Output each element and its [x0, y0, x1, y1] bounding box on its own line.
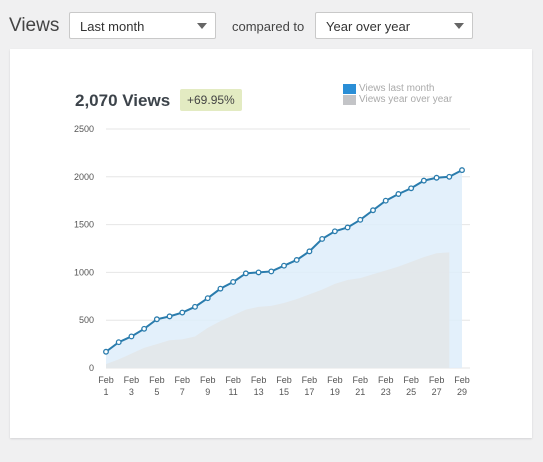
- x-tick-label-day: 15: [279, 387, 289, 397]
- x-tick-label-month: Feb: [175, 375, 191, 385]
- data-point: [242, 270, 249, 277]
- chevron-down-icon: [454, 23, 464, 29]
- x-tick-label-day: 3: [129, 387, 134, 397]
- total-views: 2,070 Views: [75, 91, 171, 110]
- data-point: [179, 309, 186, 316]
- x-tick-label-month: Feb: [225, 375, 241, 385]
- data-point: [357, 216, 364, 223]
- x-tick-label-month: Feb: [327, 375, 343, 385]
- data-point: [382, 197, 389, 204]
- x-tick-label-month: Feb: [302, 375, 318, 385]
- data-point: [217, 285, 224, 292]
- legend-label-current: Views last month: [359, 83, 435, 94]
- data-point: [408, 185, 415, 192]
- x-tick-label-month: Feb: [454, 375, 470, 385]
- data-point: [230, 279, 237, 285]
- data-point: [204, 295, 211, 302]
- x-tick-label-day: 21: [355, 387, 365, 397]
- x-tick-label-day: 11: [228, 387, 237, 397]
- x-tick-label-day: 13: [254, 387, 264, 397]
- x-tick-label-month: Feb: [98, 375, 114, 385]
- data-point: [395, 191, 402, 197]
- x-tick-label-day: 29: [457, 387, 467, 397]
- series-area-views-year-over-year: [106, 252, 450, 368]
- chart-card: 2,070 Views +69.95% Views last month Vie…: [10, 49, 532, 438]
- x-tick-label-month: Feb: [403, 375, 419, 385]
- data-point: [370, 207, 376, 214]
- legend-swatch-previous: [343, 94, 356, 105]
- y-tick-label: 500: [79, 315, 94, 325]
- y-tick-label: 0: [89, 363, 94, 373]
- x-tick-label-month: Feb: [251, 375, 267, 385]
- x-tick-label-month: Feb: [378, 375, 394, 385]
- data-point: [103, 348, 109, 355]
- compare-select[interactable]: Year over year: [315, 12, 473, 39]
- x-tick-label-day: 5: [154, 387, 159, 397]
- data-point: [293, 257, 300, 263]
- data-point: [255, 269, 262, 276]
- y-tick-label: 1000: [74, 267, 94, 277]
- legend-item-previous[interactable]: Views year over year: [343, 94, 452, 105]
- period-select[interactable]: Last month: [69, 12, 216, 39]
- x-tick-label-month: Feb: [124, 375, 140, 385]
- data-point: [344, 224, 351, 231]
- x-tick-label-day: 17: [304, 387, 314, 397]
- legend-label-previous: Views year over year: [359, 94, 453, 105]
- data-point: [306, 248, 313, 255]
- data-point: [331, 228, 338, 235]
- change-badge: +69.95%: [180, 89, 242, 111]
- x-tick-label-month: Feb: [353, 375, 369, 385]
- toolbar: Views Last month compared to Year over y…: [0, 0, 543, 50]
- data-point: [166, 313, 173, 320]
- x-tick-label-day: 19: [330, 387, 340, 397]
- data-point: [141, 325, 148, 332]
- period-select-value: Last month: [80, 19, 145, 34]
- data-point: [446, 173, 453, 180]
- compare-select-value: Year over year: [326, 19, 411, 34]
- data-point: [459, 167, 465, 174]
- page-title: Views: [9, 15, 60, 36]
- data-point: [268, 268, 275, 275]
- views-chart: 0 500 1000 1500 2000 2500 Feb 1 Feb 3 Feb 5 Feb 7 Feb 9…: [74, 124, 470, 397]
- x-tick-label-day: 27: [432, 387, 442, 397]
- data-point: [281, 262, 287, 269]
- x-tick-label-day: 7: [180, 387, 185, 397]
- data-point: [153, 316, 160, 323]
- data-point: [115, 339, 122, 346]
- chart-legend: Views last month Views year over year: [343, 83, 452, 105]
- x-tick-label-day: 25: [406, 387, 416, 397]
- legend-item-current[interactable]: Views last month: [343, 83, 452, 94]
- x-tick-label-month: Feb: [429, 375, 445, 385]
- chevron-down-icon: [197, 23, 207, 29]
- data-point: [192, 303, 198, 310]
- x-tick-label-month: Feb: [200, 375, 216, 385]
- data-point: [433, 174, 440, 181]
- data-point: [420, 177, 427, 184]
- data-point: [319, 235, 326, 242]
- legend-swatch-current: [343, 83, 356, 94]
- x-tick-label-month: Feb: [149, 375, 165, 385]
- x-tick-label-day: 9: [205, 387, 210, 397]
- y-tick-label: 2000: [74, 172, 94, 182]
- y-tick-label: 2500: [74, 124, 94, 134]
- compared-to-label: compared to: [232, 19, 305, 34]
- x-tick-label-month: Feb: [276, 375, 292, 385]
- y-tick-label: 1500: [74, 220, 94, 230]
- x-tick-label-day: 23: [381, 387, 391, 397]
- data-point: [128, 333, 135, 340]
- x-tick-label-day: 1: [103, 387, 108, 397]
